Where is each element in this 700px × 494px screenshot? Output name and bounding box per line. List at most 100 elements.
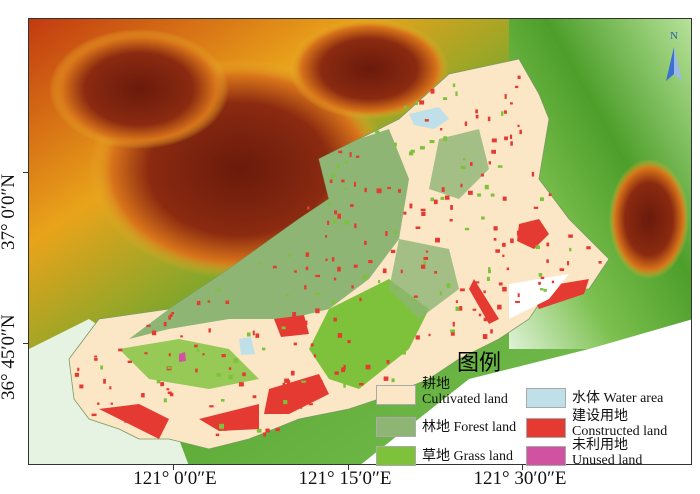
legend-en: Grass land <box>453 449 514 464</box>
land-patch <box>515 300 520 304</box>
land-patch <box>475 109 478 114</box>
x-axis-label: 121° 0′0″E <box>133 468 217 489</box>
land-patch <box>292 311 297 317</box>
land-patch <box>386 360 390 364</box>
land-patch <box>559 268 565 272</box>
land-patch <box>403 211 407 215</box>
legend-cn: 草地 <box>422 449 450 464</box>
land-patch <box>463 158 466 161</box>
land-patch <box>497 165 503 168</box>
land-patch <box>256 428 262 433</box>
map-canvas: N <box>29 19 691 464</box>
land-patch <box>353 264 358 268</box>
legend-en: Forest land <box>453 420 517 435</box>
land-patch <box>504 136 508 141</box>
land-patch <box>517 293 520 298</box>
land-patch <box>94 355 98 358</box>
land-patch <box>488 161 491 165</box>
forest-area <box>429 129 489 199</box>
land-patch <box>300 405 303 409</box>
land-patch <box>180 335 183 338</box>
land-patch <box>441 187 445 192</box>
legend-label-cultivated: 耕地 Cultivated land <box>422 377 508 407</box>
unused-area <box>179 352 186 362</box>
land-patch <box>403 105 407 110</box>
legend-label-forest: 林地 Forest land <box>422 420 516 435</box>
land-patch <box>586 246 591 250</box>
land-patch <box>423 260 426 265</box>
land-patch <box>493 238 497 241</box>
land-patch <box>446 283 451 288</box>
land-patch <box>263 432 267 437</box>
land-patch <box>337 333 343 338</box>
land-patch <box>503 110 507 114</box>
land-patch <box>365 364 371 370</box>
land-patch <box>218 287 221 292</box>
land-patch <box>261 347 266 351</box>
land-patch <box>196 300 201 306</box>
constructed-area <box>199 404 259 431</box>
land-patch <box>478 313 482 317</box>
land-patch <box>325 258 328 261</box>
north-arrow-icon <box>666 47 674 81</box>
land-patch <box>285 294 290 297</box>
land-patch <box>237 418 243 421</box>
land-patch <box>598 261 602 264</box>
land-patch <box>220 399 225 402</box>
land-patch <box>420 208 426 212</box>
land-patch <box>435 237 440 243</box>
land-patch <box>341 367 345 373</box>
legend-en: Constructed land <box>572 424 668 439</box>
land-patch <box>442 97 448 101</box>
land-patch <box>351 285 354 289</box>
x-axis-label: 121° 15′0″E <box>298 468 392 489</box>
land-patch <box>275 427 280 432</box>
land-patch <box>487 269 491 274</box>
forest-area <box>389 239 459 319</box>
land-patch <box>537 220 541 225</box>
land-patch <box>337 213 341 219</box>
land-patch <box>265 428 270 433</box>
land-patch <box>167 391 172 394</box>
land-patch <box>353 181 357 187</box>
land-patch <box>238 382 244 387</box>
map-frame: N <box>28 18 692 465</box>
land-patch <box>344 161 348 164</box>
land-patch <box>334 210 338 215</box>
land-patch <box>307 206 310 210</box>
land-patch <box>459 288 465 292</box>
land-patch <box>450 205 453 210</box>
land-patch <box>366 321 370 324</box>
land-patch <box>169 313 173 318</box>
land-patch <box>215 433 220 437</box>
x-tick <box>173 465 174 470</box>
land-patch <box>166 388 170 391</box>
x-axis-label: 121° 30′0″E <box>473 468 567 489</box>
land-patch <box>455 91 458 97</box>
land-patch <box>510 238 514 244</box>
land-patch <box>255 333 260 338</box>
land-patch <box>504 94 507 99</box>
land-patch <box>516 230 520 236</box>
land-patch <box>429 140 435 144</box>
land-patch <box>385 231 388 237</box>
land-patch <box>100 365 104 370</box>
legend-swatch-cultivated <box>376 385 416 405</box>
land-patch <box>327 203 332 206</box>
land-patch <box>305 266 309 271</box>
land-patch <box>225 300 230 305</box>
land-patch <box>428 333 431 337</box>
land-patch <box>533 206 539 209</box>
land-patch <box>517 75 521 80</box>
land-patch <box>327 220 330 225</box>
land-patch <box>400 269 403 274</box>
land-patch <box>154 433 159 436</box>
land-patch <box>347 339 351 344</box>
land-patch <box>301 380 307 383</box>
bay <box>509 274 569 319</box>
land-patch <box>169 392 174 397</box>
land-patch <box>195 368 198 373</box>
land-patch <box>368 260 373 264</box>
land-patch <box>74 372 79 377</box>
land-patch <box>433 199 438 205</box>
